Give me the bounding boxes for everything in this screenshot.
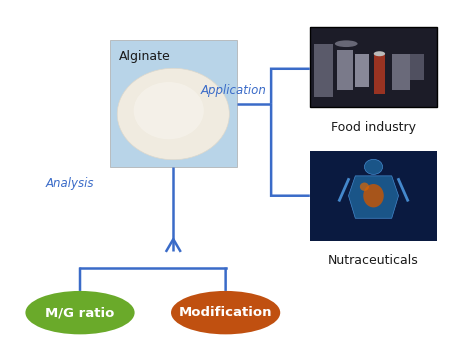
Ellipse shape [335, 40, 357, 47]
Ellipse shape [26, 291, 135, 334]
Bar [356, 54, 369, 87]
Bar [337, 50, 353, 90]
Text: M/G ratio: M/G ratio [46, 306, 115, 319]
Ellipse shape [374, 51, 385, 56]
Ellipse shape [171, 291, 280, 334]
Text: Application: Application [201, 84, 266, 97]
Text: Modification: Modification [179, 306, 273, 319]
Text: Food industry: Food industry [331, 120, 416, 134]
FancyBboxPatch shape [109, 40, 237, 167]
Ellipse shape [360, 182, 369, 191]
FancyBboxPatch shape [310, 27, 437, 107]
Bar [314, 44, 333, 97]
Bar [392, 54, 410, 90]
Ellipse shape [134, 82, 204, 139]
Bar [410, 54, 424, 80]
Polygon shape [348, 176, 399, 218]
FancyBboxPatch shape [310, 27, 437, 107]
Text: Nutraceuticals: Nutraceuticals [328, 254, 419, 267]
Ellipse shape [365, 159, 383, 174]
Text: Alginate: Alginate [118, 50, 171, 63]
Bar [374, 54, 385, 94]
Ellipse shape [363, 184, 384, 207]
FancyBboxPatch shape [310, 151, 437, 241]
Text: Analysis: Analysis [46, 177, 94, 190]
Ellipse shape [117, 68, 229, 160]
